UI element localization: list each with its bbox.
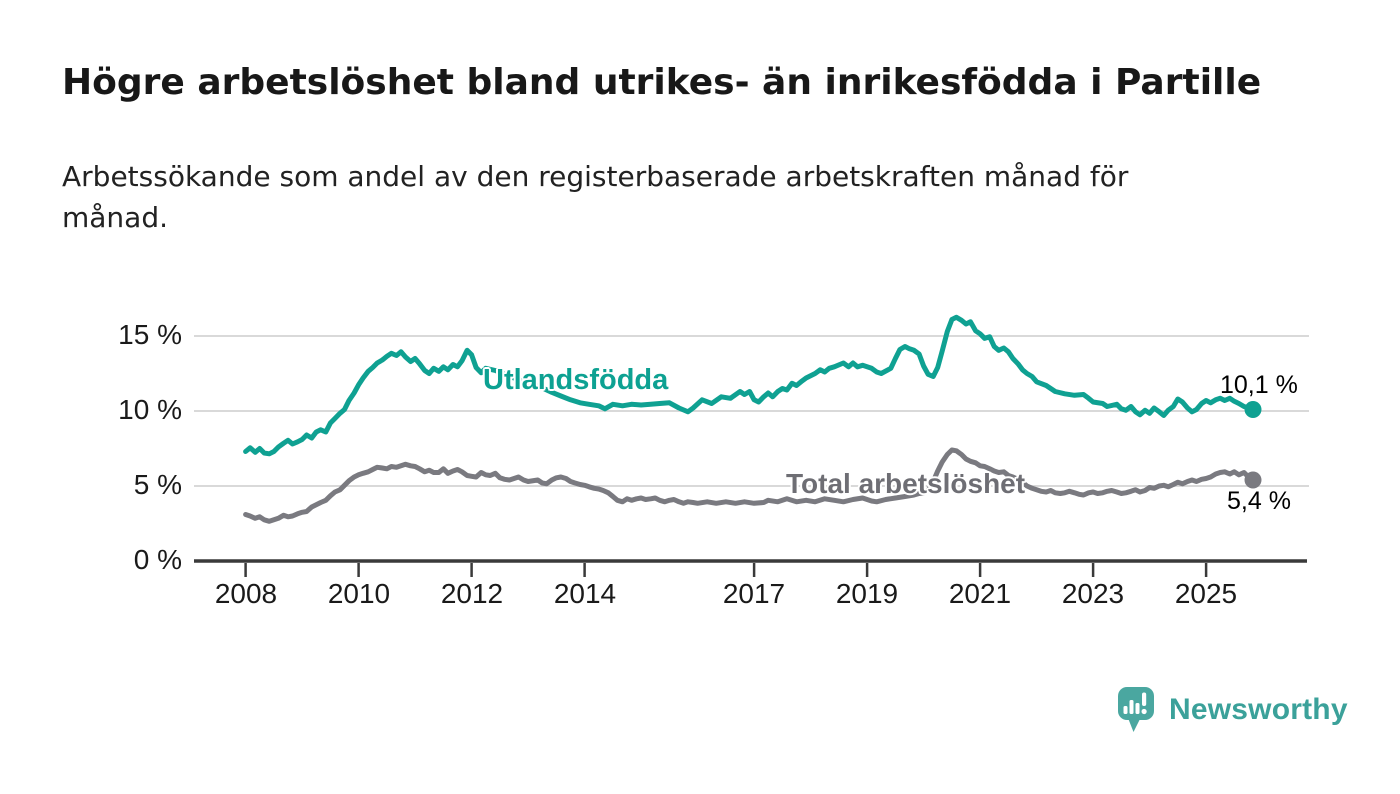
subtitle-line-1: Arbetssökande som andel av den registerb… xyxy=(62,160,1129,193)
series-label-utlandsfodda: Utlandsfödda xyxy=(483,364,669,396)
subtitle-line-2: månad. xyxy=(62,201,169,234)
end-dot-total xyxy=(1244,471,1262,489)
series-line-utlandsfodda xyxy=(243,314,1256,457)
x-tick-label-2014: 2014 xyxy=(553,578,617,609)
chart-subtitle: Arbetssökande som andel av den registerb… xyxy=(62,156,1128,238)
x-tick-label-2025: 2025 xyxy=(1174,578,1238,609)
x-tick-label-2017: 2017 xyxy=(722,578,786,609)
x-tick-label-2010: 2010 xyxy=(327,578,391,609)
newsworthy-logo-text: Newsworthy xyxy=(1169,693,1348,726)
y-tick-label-5: 5 % xyxy=(133,469,182,500)
x-tick-label-2012: 2012 xyxy=(440,578,504,609)
y-tick-label-10: 10 % xyxy=(118,394,182,425)
page-title: Högre arbetslöshet bland utrikes- än inr… xyxy=(62,62,1262,103)
newsworthy-logo: Newsworthy xyxy=(1117,686,1348,734)
x-tick-label-2023: 2023 xyxy=(1061,578,1125,609)
end-value-label-total: 5,4 % xyxy=(1227,487,1291,515)
series-line-total xyxy=(243,447,1256,524)
end-dot-utlandsfodda xyxy=(1244,401,1262,418)
y-tick-label-0: 0 % xyxy=(133,544,182,575)
x-tick-label-2019: 2019 xyxy=(835,578,899,609)
newsworthy-logo-icon xyxy=(1118,687,1154,732)
y-tick-label-15: 15 % xyxy=(118,319,182,350)
x-tick-label-2021: 2021 xyxy=(948,578,1012,609)
series-label-total-arbetsloshet: Total arbetslöshet xyxy=(786,468,1026,499)
end-value-label-utlandsfodda: 10,1 % xyxy=(1220,371,1298,399)
x-tick-label-2008: 2008 xyxy=(214,578,278,609)
